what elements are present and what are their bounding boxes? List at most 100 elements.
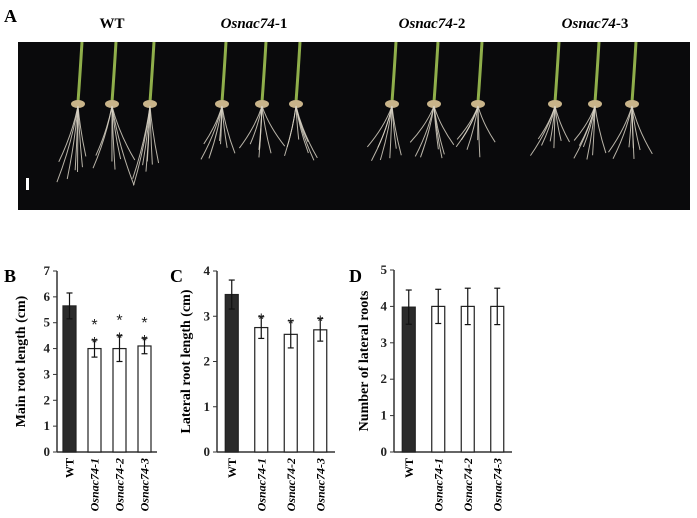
- seed: [588, 100, 602, 108]
- root: [553, 105, 556, 149]
- x-tick-label: Osnac74-2: [284, 458, 298, 511]
- seedling: [366, 41, 402, 162]
- seed: [71, 100, 85, 108]
- y-tick-label: 2: [44, 392, 51, 407]
- shoot: [294, 41, 302, 103]
- y-tick-label: 1: [381, 408, 388, 423]
- seedling-photo: [18, 41, 690, 210]
- genotype-label-italic: Osnac74: [562, 16, 617, 32]
- seedling: [409, 41, 455, 159]
- root: [433, 105, 443, 159]
- y-tick-label: 3: [44, 366, 51, 381]
- root: [409, 105, 435, 143]
- y-tick-label: 2: [204, 354, 211, 369]
- genotype-label: Osnac74-1: [221, 16, 288, 32]
- bar: [224, 293, 239, 453]
- root: [455, 105, 479, 148]
- root: [111, 105, 116, 170]
- chart-d: 0 1 2 3 4 5 Number of lateral roots WT Osnac74-1…: [357, 262, 512, 511]
- significance-mark: *: [288, 316, 294, 333]
- shoot: [390, 41, 398, 103]
- bar: [112, 347, 127, 453]
- x-tick-label: Osnac74-3: [490, 458, 504, 511]
- root: [286, 105, 297, 148]
- seed: [471, 100, 485, 108]
- y-tick-label: 1: [204, 399, 211, 414]
- root: [261, 105, 272, 154]
- seed: [289, 100, 303, 108]
- root: [433, 105, 455, 146]
- seedling: [284, 41, 318, 161]
- genotype-label-suffix: -1: [275, 16, 288, 32]
- y-axis-title: Lateral root length (cm): [179, 289, 194, 433]
- seedling: [56, 41, 87, 183]
- root: [631, 105, 653, 155]
- x-tick-label: Osnac74-2: [461, 458, 475, 511]
- shoot: [630, 41, 638, 103]
- x-tick-label: Osnac74-1: [254, 458, 268, 511]
- significance-mark: *: [91, 317, 97, 334]
- photo-background: [18, 42, 690, 210]
- panel-letter-d: D: [349, 266, 362, 286]
- x-tick-label: Osnac74-1: [88, 458, 102, 511]
- seedling: [530, 41, 570, 156]
- shoot: [220, 41, 228, 103]
- root: [92, 105, 113, 169]
- y-tick-label: 1: [44, 418, 51, 433]
- bar: [62, 305, 77, 453]
- shoot: [432, 41, 440, 103]
- root: [371, 105, 393, 162]
- shoot: [476, 41, 484, 103]
- root: [142, 105, 151, 166]
- y-tick-label: 3: [204, 308, 211, 323]
- significance-mark: *: [258, 312, 264, 329]
- x-tick-label: WT: [225, 458, 239, 478]
- x-tick-label: WT: [402, 458, 416, 478]
- root: [111, 105, 135, 186]
- genotype-label-suffix: WT: [99, 16, 124, 32]
- root: [477, 105, 496, 143]
- y-tick-label: 4: [44, 341, 51, 356]
- bar: [401, 306, 416, 453]
- y-tick-label: 4: [381, 298, 388, 313]
- shoot: [148, 41, 156, 103]
- y-tick-label: 3: [381, 335, 388, 350]
- x-tick-label: Osnac74-3: [138, 458, 152, 511]
- significance-mark: *: [116, 313, 122, 330]
- shoot: [553, 41, 561, 103]
- seed: [385, 100, 399, 108]
- genotype-label-italic: Osnac74: [221, 16, 276, 32]
- y-tick-label: 4: [204, 263, 211, 278]
- y-axis-title: Number of lateral roots: [357, 290, 372, 431]
- seed: [215, 100, 229, 108]
- shoot: [110, 41, 118, 103]
- bar: [87, 347, 102, 453]
- bar: [137, 345, 152, 453]
- root: [238, 105, 263, 149]
- shoot: [260, 41, 268, 103]
- y-tick-label: 2: [381, 371, 388, 386]
- root: [261, 105, 286, 147]
- root: [259, 105, 263, 149]
- y-tick-label: 5: [381, 262, 388, 277]
- seedling: [455, 41, 496, 158]
- significance-mark: *: [91, 335, 97, 352]
- seed: [143, 100, 157, 108]
- panel-letter-a: A: [4, 6, 17, 26]
- root: [221, 105, 236, 154]
- root: [366, 105, 393, 148]
- seedling: [92, 41, 136, 186]
- seedling: [238, 41, 286, 158]
- genotype-label: Osnac74-2: [399, 16, 466, 32]
- root: [631, 105, 641, 151]
- x-tick-label: Osnac74-1: [431, 458, 445, 511]
- root: [66, 105, 79, 180]
- root: [149, 105, 153, 165]
- seed: [255, 100, 269, 108]
- x-tick-label: Osnac74-3: [313, 458, 327, 511]
- y-tick-label: 7: [44, 263, 51, 278]
- panel-letter-b: B: [4, 266, 16, 286]
- bar: [490, 305, 505, 453]
